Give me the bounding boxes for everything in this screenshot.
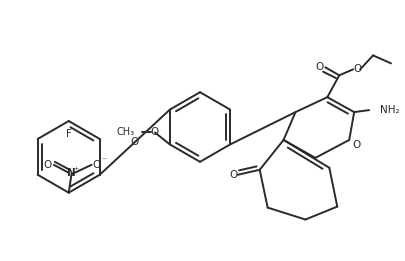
Text: F: F (66, 129, 71, 139)
Text: O: O (150, 127, 159, 138)
Text: N: N (67, 168, 76, 178)
Text: O: O (314, 62, 323, 72)
Text: O: O (130, 137, 139, 147)
Text: O: O (351, 140, 359, 150)
Text: CH₃: CH₃ (117, 127, 135, 138)
Text: ⁻: ⁻ (101, 156, 106, 165)
Text: O: O (352, 64, 360, 74)
Text: O: O (92, 160, 100, 170)
Text: +: + (73, 166, 78, 171)
Text: O: O (44, 160, 52, 170)
Text: NH₂: NH₂ (379, 105, 399, 115)
Text: O: O (229, 170, 237, 180)
